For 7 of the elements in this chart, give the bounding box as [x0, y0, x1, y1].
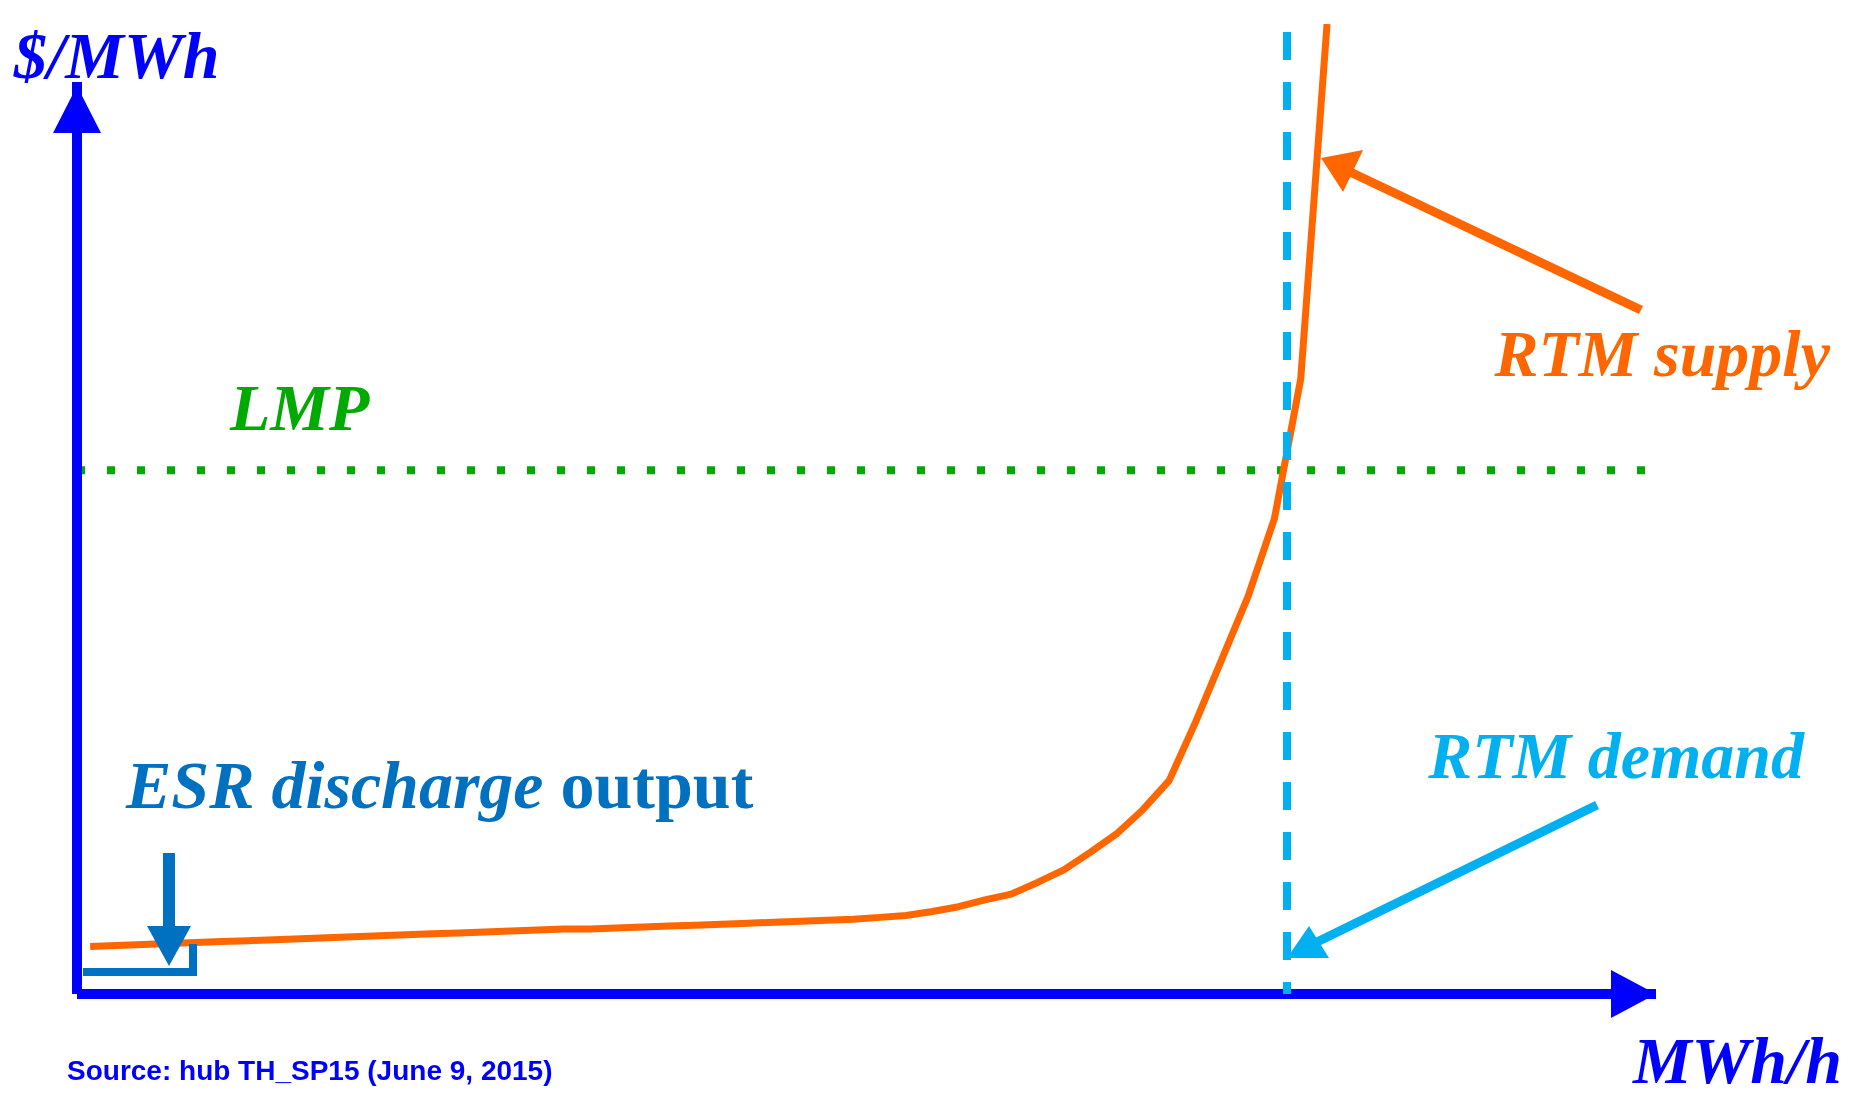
source-note: Source: hub TH_SP15 (June 9, 2015) [67, 1055, 553, 1086]
legend-label: RTM supply [1493, 317, 1831, 390]
annotation: RTM demand [1427, 719, 1805, 792]
ref-line-label: LMP [229, 371, 370, 445]
y-axis-title: $/MWh [13, 19, 220, 92]
x-axis-title: MWh/h [1631, 1024, 1842, 1096]
annotation: ESR discharge output [125, 747, 754, 823]
